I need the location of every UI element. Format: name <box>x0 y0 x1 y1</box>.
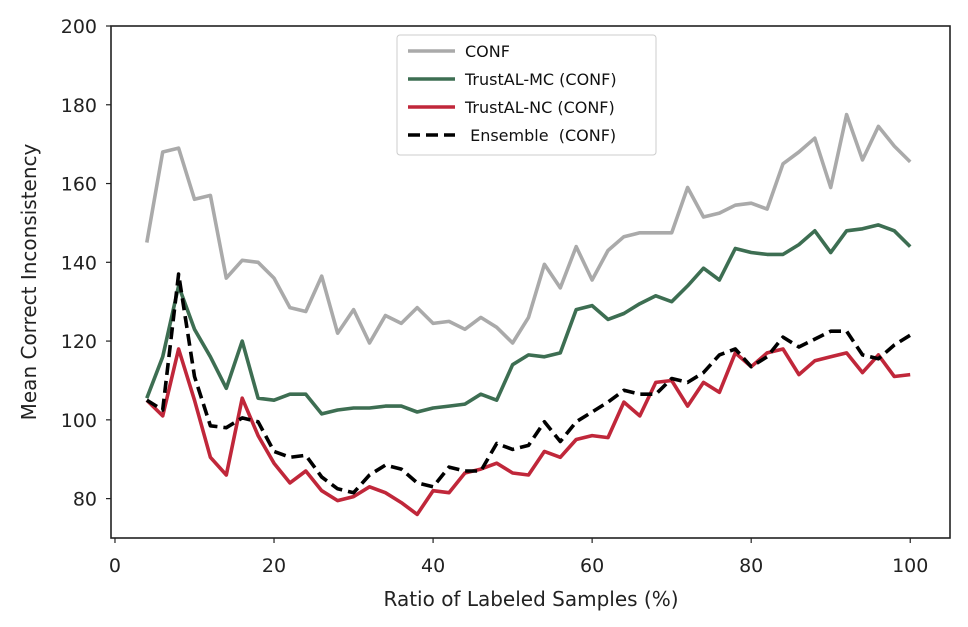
series-layer <box>145 112 912 517</box>
x-axis-label: Ratio of Labeled Samples (%) <box>383 587 678 611</box>
x-tick-label: 20 <box>262 555 286 577</box>
legend-label-ensemble-conf: Ensemble (CONF) <box>465 126 616 145</box>
y-tick-label: 180 <box>61 95 97 117</box>
x-tick-label: 40 <box>421 555 445 577</box>
legend-label-trustal-mc-conf: TrustAL-MC (CONF) <box>464 70 617 89</box>
axes-layer: 0 20 40 60 80 100 80 100 120 140 160 180 200 <box>61 16 929 577</box>
y-tick-label: 100 <box>61 410 97 432</box>
y-tick-label: 200 <box>61 16 97 38</box>
x-tick-label: 100 <box>892 555 928 577</box>
x-tick-label: 60 <box>580 555 604 577</box>
series-line-trustal-mc-conf <box>145 223 912 416</box>
x-tick-label: 80 <box>739 555 763 577</box>
legend-label-trustal-nc-conf: TrustAL-NC (CONF) <box>464 98 615 117</box>
y-axis-label: Mean Correct Inconsistency <box>17 143 41 420</box>
legend-box <box>396 34 657 156</box>
y-tick-label: 140 <box>61 252 97 274</box>
series-line-conf <box>145 112 912 345</box>
x-tick-label: 0 <box>109 555 121 577</box>
legend: CONF TrustAL-MC (CONF) TrustAL-NC (CONF) E… <box>396 34 657 156</box>
y-tick-label: 120 <box>61 331 97 353</box>
series-line-trustal-nc-conf <box>145 347 911 517</box>
y-tick-label: 80 <box>73 489 97 511</box>
y-tick-label: 160 <box>61 174 97 196</box>
series-line-ensemble-conf <box>145 272 912 495</box>
plot-frame <box>110 25 951 539</box>
legend-label-conf: CONF <box>465 42 510 61</box>
